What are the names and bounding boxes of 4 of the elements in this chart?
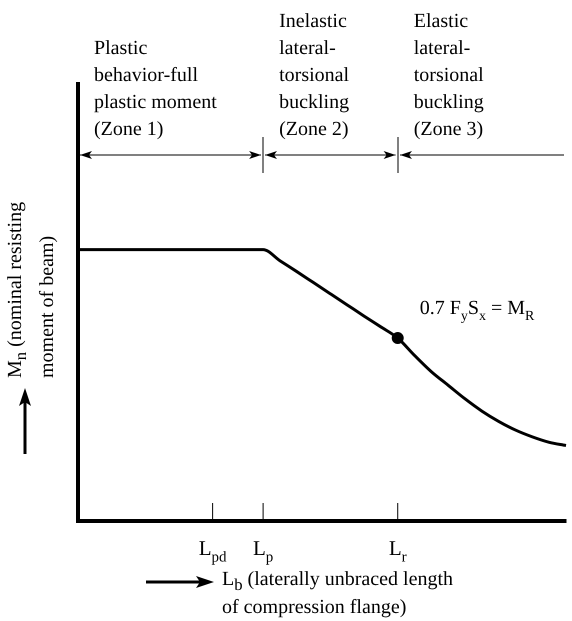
text: Plastic behavior-full plastic moment (Zone 1) (94, 37, 218, 140)
text: Inelastic lateral- torsional buckling (Zone 2) (279, 10, 350, 140)
x-axis-title: L$_{b}$ (laterally unbraced length of compression flange) (222, 568, 454, 619)
text: Elastic lateral- torsional buckling (Zone 3) (414, 10, 484, 140)
